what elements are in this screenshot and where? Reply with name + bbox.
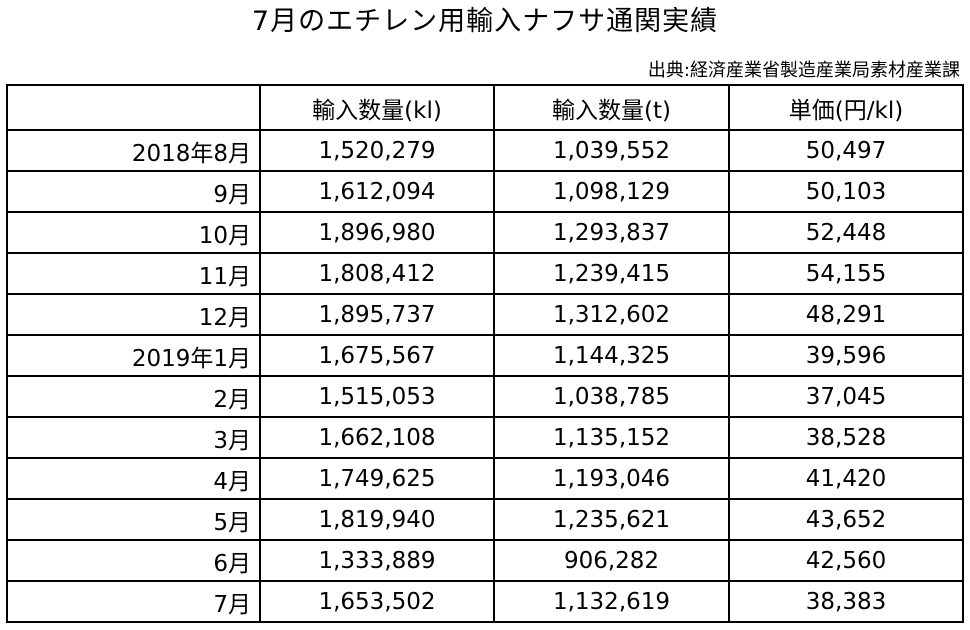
- header-volume-t: 輸入数量(t): [493, 84, 730, 131]
- volume-kl-cell: 1,819,940: [259, 498, 495, 541]
- volume-t-cell: 1,193,046: [493, 457, 730, 500]
- period-cell: 10月: [6, 211, 261, 254]
- table-row: 2018年8月 1,520,279 1,039,552 50,497: [6, 129, 964, 172]
- period-cell: 12月: [6, 293, 261, 336]
- table-row: 12月 1,895,737 1,312,602 48,291: [6, 293, 964, 336]
- volume-kl-cell: 1,675,567: [259, 334, 495, 377]
- naphtha-import-table: 輸入数量(kl) 輸入数量(t) 単価(円/kl) 2018年8月 1,520,2…: [6, 84, 964, 623]
- volume-kl-cell: 1,662,108: [259, 416, 495, 459]
- unit-price-cell: 43,652: [728, 498, 964, 541]
- volume-t-cell: 1,098,129: [493, 170, 730, 213]
- volume-t-cell: 1,235,621: [493, 498, 730, 541]
- volume-t-cell: 1,312,602: [493, 293, 730, 336]
- period-cell: 5月: [6, 498, 261, 541]
- volume-t-cell: 1,144,325: [493, 334, 730, 377]
- period-cell: 2019年1月: [6, 334, 261, 377]
- table-header: 輸入数量(kl) 輸入数量(t) 単価(円/kl): [6, 84, 964, 131]
- source-note: 出典:経済産業省製造産業局素材産業課: [647, 60, 960, 81]
- page-title: 7月のエチレン用輸入ナフサ通関実績: [251, 6, 719, 37]
- volume-t-cell: 1,239,415: [493, 252, 730, 295]
- table-row: 2019年1月 1,675,567 1,144,325 39,596: [6, 334, 964, 377]
- table-row: 10月 1,896,980 1,293,837 52,448: [6, 211, 964, 254]
- volume-kl-cell: 1,520,279: [259, 129, 495, 172]
- unit-price-cell: 50,497: [728, 129, 964, 172]
- volume-t-cell: 1,132,619: [493, 580, 730, 623]
- table-row: 3月 1,662,108 1,135,152 38,528: [6, 416, 964, 459]
- period-cell: 11月: [6, 252, 261, 295]
- volume-t-cell: 1,135,152: [493, 416, 730, 459]
- unit-price-cell: 48,291: [728, 293, 964, 336]
- unit-price-cell: 41,420: [728, 457, 964, 500]
- unit-price-cell: 38,528: [728, 416, 964, 459]
- period-cell: 9月: [6, 170, 261, 213]
- header-volume-kl: 輸入数量(kl): [259, 84, 495, 131]
- table-row: 2月 1,515,053 1,038,785 37,045: [6, 375, 964, 418]
- unit-price-cell: 37,045: [728, 375, 964, 418]
- volume-t-cell: 906,282: [493, 539, 730, 582]
- volume-kl-cell: 1,515,053: [259, 375, 495, 418]
- unit-price-cell: 54,155: [728, 252, 964, 295]
- table-row: 11月 1,808,412 1,239,415 54,155: [6, 252, 964, 295]
- header-row: 輸入数量(kl) 輸入数量(t) 単価(円/kl): [6, 84, 964, 131]
- unit-price-cell: 42,560: [728, 539, 964, 582]
- table-row: 7月 1,653,502 1,132,619 38,383: [6, 580, 964, 623]
- volume-t-cell: 1,293,837: [493, 211, 730, 254]
- period-cell: 4月: [6, 457, 261, 500]
- table-row: 4月 1,749,625 1,193,046 41,420: [6, 457, 964, 500]
- header-unit-price: 単価(円/kl): [728, 84, 964, 131]
- volume-kl-cell: 1,896,980: [259, 211, 495, 254]
- period-cell: 2018年8月: [6, 129, 261, 172]
- volume-t-cell: 1,038,785: [493, 375, 730, 418]
- period-cell: 3月: [6, 416, 261, 459]
- volume-kl-cell: 1,808,412: [259, 252, 495, 295]
- header-period: [6, 84, 261, 131]
- unit-price-cell: 39,596: [728, 334, 964, 377]
- volume-kl-cell: 1,333,889: [259, 539, 495, 582]
- period-cell: 7月: [6, 580, 261, 623]
- volume-kl-cell: 1,749,625: [259, 457, 495, 500]
- volume-kl-cell: 1,895,737: [259, 293, 495, 336]
- unit-price-cell: 38,383: [728, 580, 964, 623]
- table-body: 2018年8月 1,520,279 1,039,552 50,497 9月 1,612,0…: [6, 129, 964, 623]
- unit-price-cell: 52,448: [728, 211, 964, 254]
- volume-kl-cell: 1,653,502: [259, 580, 495, 623]
- unit-price-cell: 50,103: [728, 170, 964, 213]
- volume-kl-cell: 1,612,094: [259, 170, 495, 213]
- table-row: 6月 1,333,889 906,282 42,560: [6, 539, 964, 582]
- period-cell: 6月: [6, 539, 261, 582]
- table-row: 5月 1,819,940 1,235,621 43,652: [6, 498, 964, 541]
- volume-t-cell: 1,039,552: [493, 129, 730, 172]
- table-row: 9月 1,612,094 1,098,129 50,103: [6, 170, 964, 213]
- period-cell: 2月: [6, 375, 261, 418]
